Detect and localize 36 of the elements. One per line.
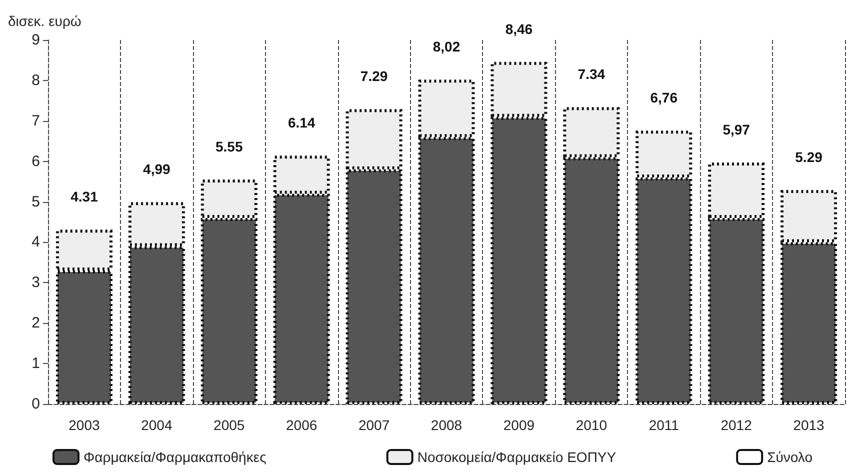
total-label: 5.55 (216, 138, 243, 155)
y-tick-label: 7 (32, 112, 40, 130)
y-tick-label: 4 (32, 234, 40, 251)
total-label: 5.29 (795, 149, 823, 166)
legend-label: Φαρμακεία/Φαρμακαποθήκες (83, 449, 267, 465)
x-tick-label: 2008 (430, 417, 462, 433)
y-tick-label: 2 (32, 314, 40, 332)
total-label: 4,99 (143, 161, 171, 178)
y-tick-label: 8 (32, 72, 40, 89)
x-tick-label: 2007 (358, 417, 390, 433)
x-tick-label: 2009 (503, 417, 535, 433)
y-tick-label: 3 (32, 274, 40, 292)
y-tick-label: 0 (32, 396, 40, 412)
x-tick-label: 2010 (576, 417, 608, 433)
y-axis-title: δισεκ. ευρώ (8, 13, 82, 29)
x-tick-label: 2012 (720, 417, 752, 433)
y-tick-label: 1 (32, 355, 40, 372)
x-tick-label: 2004 (141, 417, 172, 433)
total-label: 8,46 (505, 20, 533, 37)
x-tick-label: 2006 (286, 417, 318, 433)
total-label: 6,76 (650, 90, 678, 106)
total-label: 7.29 (360, 68, 388, 84)
y-tick-label: 9 (32, 32, 40, 48)
y-tick-label: 6 (32, 152, 40, 170)
legend-label: Σύνολο (767, 449, 813, 465)
total-label: 8,02 (432, 38, 460, 55)
x-tick-label: 2005 (214, 417, 245, 433)
total-label: 6.14 (288, 114, 316, 131)
x-tick-label: 2003 (68, 417, 100, 433)
total-label: 5,97 (722, 122, 750, 138)
total-label: 4.31 (70, 188, 98, 205)
y-tick-label: 5 (32, 193, 40, 210)
x-tick-label: 2013 (793, 417, 825, 433)
x-tick-label: 2011 (648, 417, 680, 433)
total-label: 7.34 (578, 66, 606, 82)
legend-label: Νοσοκομεία/Φαρμακείο ΕΟΠΥΥ (417, 449, 617, 465)
